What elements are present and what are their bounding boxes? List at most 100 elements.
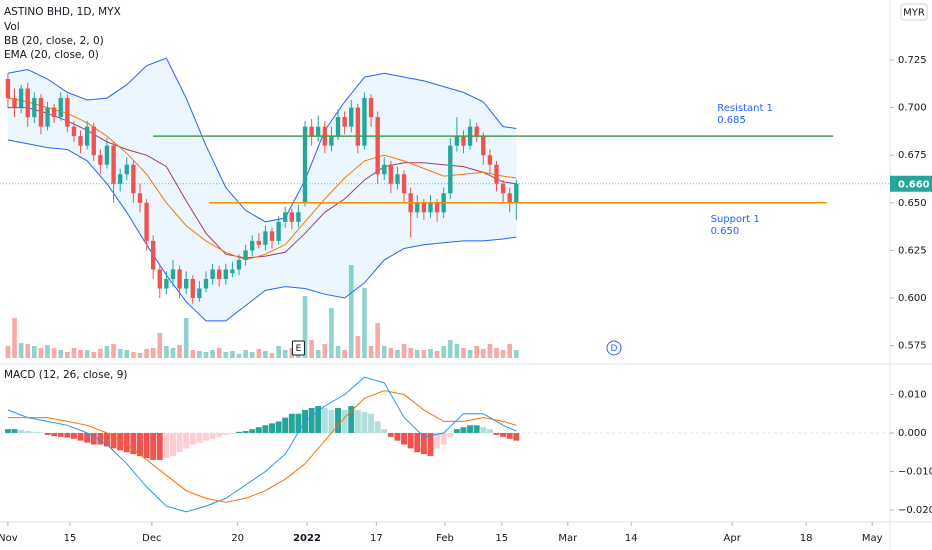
candle-body (236, 259, 242, 270)
macd-histogram-bar (328, 409, 335, 433)
volume-bar (487, 344, 493, 358)
macd-histogram-bar (4, 429, 11, 433)
macd-histogram-bar (130, 432, 137, 455)
candle-body (18, 88, 24, 108)
volume-bar (150, 348, 156, 358)
macd-histogram-bar (64, 432, 71, 438)
level-value: 0.650 (711, 226, 740, 237)
macd-histogram-bar (387, 432, 394, 437)
macd-histogram-bar (321, 407, 328, 433)
volume-bar (111, 344, 116, 358)
candle-body (342, 117, 347, 127)
macd-histogram-bar (453, 429, 460, 433)
candle-body (144, 202, 149, 241)
currency-box[interactable] (900, 3, 928, 21)
candle-body (65, 98, 70, 127)
volume-bar (144, 349, 149, 358)
volume-bar (230, 351, 235, 358)
volume-bar (309, 340, 314, 358)
x-tick-label: 17 (370, 533, 383, 544)
candle-body (217, 269, 222, 279)
volume-bar (335, 346, 341, 358)
x-tick-label: 18 (800, 533, 813, 544)
candle-body (276, 221, 281, 241)
last-price-box (890, 175, 932, 192)
candle-body (395, 174, 400, 184)
candle-body (250, 240, 255, 251)
macd-histogram-bar (335, 407, 342, 433)
volume-bar (381, 346, 387, 358)
volume-legend: Vol (4, 21, 20, 33)
volume-bar (447, 340, 453, 358)
candle-body (382, 164, 387, 175)
candle-body (514, 183, 519, 203)
macd-histogram-bar (170, 432, 176, 457)
volume-bar (137, 353, 143, 358)
candle-body (177, 269, 182, 289)
volume-bar (98, 349, 103, 358)
macd-histogram-bar (354, 409, 361, 433)
candle-body (157, 269, 162, 289)
macd-histogram-bar (447, 432, 454, 437)
x-tick-label: 14 (625, 533, 638, 544)
candle-body (309, 126, 314, 137)
candle-body (25, 88, 30, 118)
volume-bar (454, 344, 460, 358)
volume-bar (164, 346, 169, 358)
candle-body (91, 126, 96, 156)
volume-bar (282, 350, 288, 358)
candle-body (32, 98, 37, 118)
level-name: Resistant 1 (717, 103, 773, 114)
volume-bar (223, 352, 229, 358)
candle-body (137, 193, 143, 203)
candle-body (296, 212, 301, 222)
candle-body (243, 250, 248, 260)
macd-histogram-bar (460, 427, 467, 433)
marker-label: D (611, 344, 618, 354)
volume-bar (342, 350, 347, 358)
candle-body (421, 202, 427, 213)
candle-body (71, 126, 77, 137)
macd-histogram-bar (420, 432, 427, 455)
candle-body (316, 126, 321, 137)
macd-histogram-bar (486, 429, 493, 433)
volume-bar (12, 318, 17, 358)
volume-bar (25, 344, 31, 358)
bb-fill (7, 58, 517, 321)
macd-histogram-bar (295, 413, 302, 433)
macd-histogram-bar (11, 429, 18, 433)
volume-bar (210, 350, 215, 358)
bb-lower (7, 139, 517, 322)
macd-histogram-bar (249, 429, 256, 433)
ema-legend: EMA (20, close, 0) (4, 49, 99, 61)
macd-histogram-bar (473, 425, 480, 433)
macd-histogram-bar (361, 411, 368, 433)
macd-histogram-bar (103, 432, 110, 447)
volume-bar (236, 354, 242, 358)
macd-histogram-bar (150, 432, 157, 460)
macd-histogram-bar (229, 432, 236, 435)
y-tick-label: 0.675 (898, 150, 927, 161)
macd-histogram-bar (500, 432, 507, 437)
volume-bar (243, 350, 248, 358)
macd-histogram-bar (414, 432, 421, 453)
candle-body (335, 117, 341, 137)
volume-bar (51, 348, 57, 358)
dividend-marker (606, 340, 622, 356)
macd-histogram-bar (51, 432, 58, 437)
candle-body (329, 136, 334, 146)
volume-bar (362, 288, 367, 358)
volume-bar (256, 349, 262, 358)
macd-histogram-bar (70, 432, 77, 439)
volume-bar (276, 346, 281, 358)
candle-body (164, 278, 169, 289)
macd-histogram-bar (262, 425, 269, 433)
plot: Resistant 10.685 Support 10.650 E D (0, 57, 890, 513)
candle-body (45, 107, 50, 127)
macd-line (7, 376, 517, 513)
candle-body (131, 164, 136, 194)
candle-body (269, 231, 275, 241)
macd-histogram-bar (24, 431, 31, 433)
volume-bar (467, 350, 473, 358)
macd-histogram-bar (341, 409, 348, 433)
